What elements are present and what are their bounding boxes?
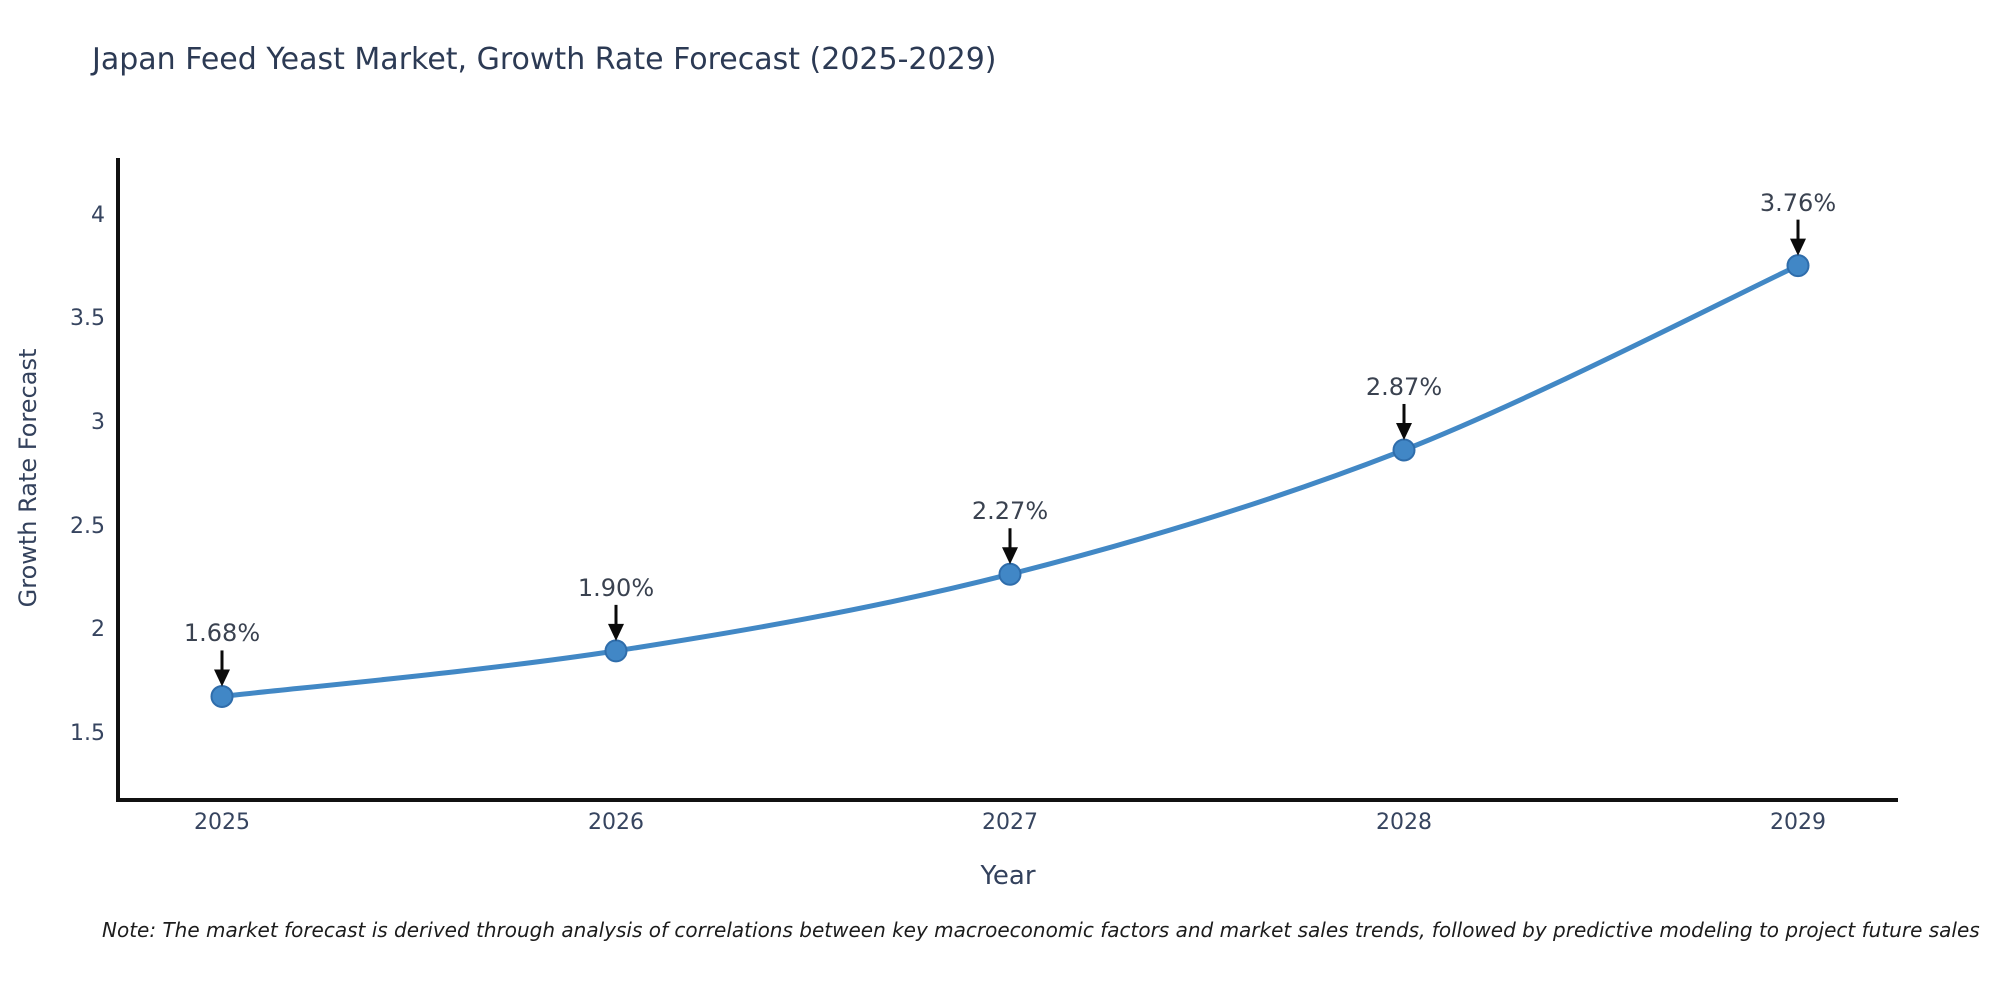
y-tick-label: 4 (91, 202, 105, 228)
y-tick-label: 2.5 (70, 513, 105, 539)
x-tick-label: 2025 (194, 810, 250, 835)
data-label: 2.27% (971, 497, 1049, 526)
trend-line (219, 263, 1801, 699)
annotation-arrowhead (608, 623, 624, 641)
x-tick-label: 2026 (588, 810, 644, 835)
annotation-arrowhead (214, 669, 230, 687)
data-point-marker (998, 562, 1022, 586)
data-point-marker (210, 684, 234, 708)
data-point-marker (604, 639, 628, 663)
annotation-arrowhead (1396, 422, 1412, 440)
footnote: Note: The market forecast is derived thr… (102, 918, 1980, 942)
chart-title: Japan Feed Yeast Market, Growth Rate For… (92, 42, 997, 77)
y-tick-label: 1.5 (70, 720, 105, 746)
line-series (210, 254, 1810, 708)
x-axis-title: Year (980, 861, 1036, 891)
data-label: 3.76% (1759, 188, 1837, 217)
annotation-arrows (214, 219, 1806, 687)
data-point-marker (1392, 438, 1416, 462)
data-point-marker (1786, 254, 1810, 278)
x-tick-label: 2028 (1376, 810, 1432, 835)
y-tick-label: 3 (91, 410, 105, 436)
annotation-arrowhead (1790, 238, 1806, 256)
data-label: 2.87% (1365, 372, 1443, 401)
data-label: 1.90% (577, 573, 655, 602)
annotation-arrowhead (1002, 547, 1018, 565)
x-tick-label: 2029 (1770, 810, 1826, 835)
y-tick-label: 2 (91, 617, 105, 643)
x-tick-label: 2027 (982, 810, 1038, 835)
data-label: 1.68% (183, 619, 261, 648)
y-tick-label: 3.5 (70, 306, 105, 332)
